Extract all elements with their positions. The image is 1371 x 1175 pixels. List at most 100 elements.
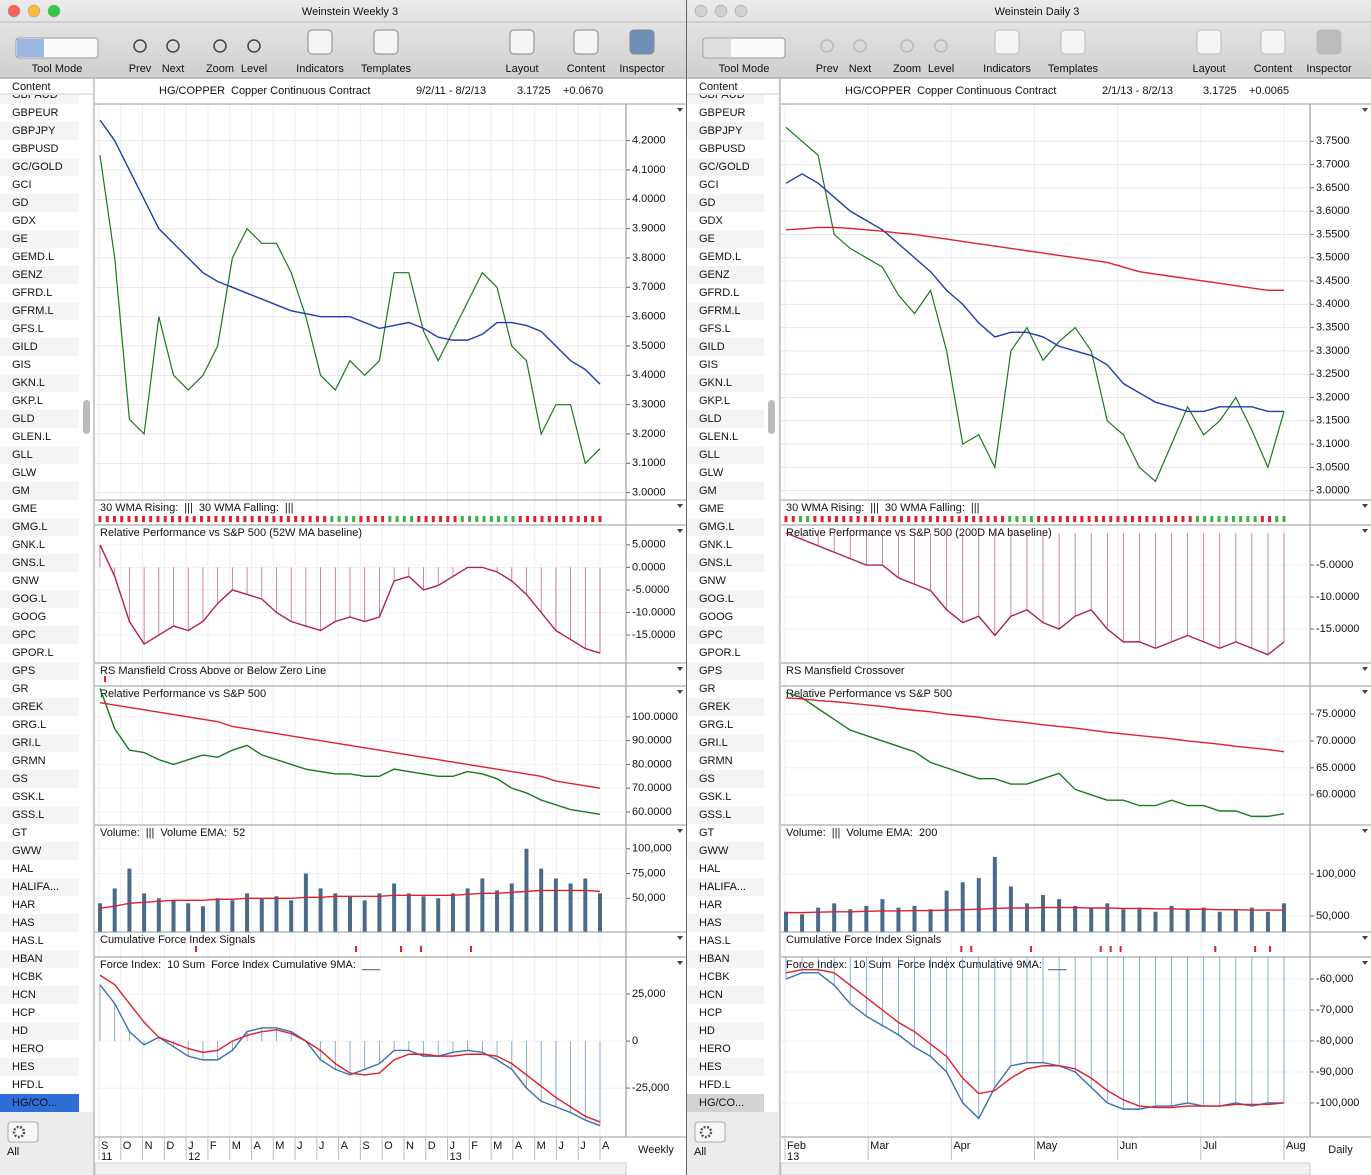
symbol-row[interactable]	[687, 896, 764, 914]
symbol-row[interactable]	[0, 392, 79, 410]
symbol-row[interactable]	[0, 1004, 79, 1022]
symbol-row[interactable]	[687, 788, 764, 806]
symbol-row[interactable]	[0, 356, 79, 374]
symbol-row[interactable]	[0, 230, 79, 248]
symbol-row[interactable]	[687, 248, 764, 266]
symbol-row[interactable]	[687, 860, 764, 878]
symbol-row[interactable]	[687, 842, 764, 860]
window-button[interactable]	[734, 4, 748, 18]
symbol-row[interactable]	[0, 932, 79, 950]
symbol-row[interactable]	[687, 212, 764, 230]
symbol-row[interactable]	[0, 446, 79, 464]
symbol-row[interactable]	[0, 122, 79, 140]
symbol-row[interactable]	[0, 1058, 79, 1076]
window-button[interactable]	[27, 4, 41, 18]
toolbar-icon[interactable]	[934, 39, 948, 53]
symbol-row[interactable]	[0, 698, 79, 716]
symbol-row[interactable]	[687, 158, 764, 176]
symbol-row[interactable]	[0, 302, 79, 320]
symbol-row[interactable]	[0, 950, 79, 968]
symbol-row[interactable]	[0, 806, 79, 824]
symbol-row[interactable]	[0, 572, 79, 590]
symbol-row[interactable]	[687, 770, 764, 788]
toolbar-icon[interactable]	[213, 39, 227, 53]
symbol-row[interactable]	[0, 464, 79, 482]
symbol-row[interactable]	[0, 500, 79, 518]
window-button[interactable]	[47, 4, 61, 18]
symbol-row[interactable]	[687, 680, 764, 698]
symbol-row[interactable]	[687, 284, 764, 302]
toolbar-icon[interactable]	[1316, 29, 1342, 55]
symbol-row[interactable]	[687, 392, 764, 410]
symbol-row[interactable]	[0, 86, 79, 104]
symbol-row[interactable]	[0, 842, 79, 860]
symbol-row[interactable]	[0, 194, 79, 212]
window-button[interactable]	[7, 4, 21, 18]
symbol-row[interactable]	[687, 374, 764, 392]
symbol-row[interactable]	[687, 752, 764, 770]
scroll-thumb[interactable]	[768, 400, 775, 434]
symbol-row[interactable]	[687, 554, 764, 572]
symbol-row[interactable]	[0, 680, 79, 698]
symbol-row[interactable]	[0, 608, 79, 626]
symbol-row[interactable]	[0, 374, 79, 392]
symbol-row[interactable]	[687, 626, 764, 644]
toolbar-icon[interactable]	[994, 29, 1020, 55]
toolbar-icon[interactable]	[629, 29, 655, 55]
toolbar-icon[interactable]	[133, 39, 147, 53]
symbol-row[interactable]	[687, 122, 764, 140]
symbol-row[interactable]	[0, 734, 79, 752]
symbol-row[interactable]	[687, 446, 764, 464]
symbol-row[interactable]	[0, 320, 79, 338]
toolbar-icon[interactable]	[820, 39, 834, 53]
symbol-row[interactable]	[687, 86, 764, 104]
symbol-row[interactable]	[0, 644, 79, 662]
toolbar-icon[interactable]	[509, 29, 535, 55]
symbol-row[interactable]	[0, 1076, 79, 1094]
symbol-row[interactable]	[0, 140, 79, 158]
symbol-row[interactable]	[687, 590, 764, 608]
symbol-row[interactable]	[0, 788, 79, 806]
symbol-row[interactable]	[687, 410, 764, 428]
symbol-row[interactable]	[687, 500, 764, 518]
toolbar-icon[interactable]	[373, 29, 399, 55]
symbol-row[interactable]	[687, 878, 764, 896]
symbol-row[interactable]	[0, 212, 79, 230]
symbol-row[interactable]	[687, 716, 764, 734]
symbol-row[interactable]	[0, 716, 79, 734]
symbol-row[interactable]	[687, 1058, 764, 1076]
symbol-row[interactable]	[687, 608, 764, 626]
symbol-row[interactable]	[0, 1094, 79, 1112]
symbol-row[interactable]	[687, 698, 764, 716]
symbol-row[interactable]	[0, 482, 79, 500]
symbol-row[interactable]	[687, 140, 764, 158]
scroll-thumb[interactable]	[83, 400, 90, 434]
toolbar-icon[interactable]	[1260, 29, 1286, 55]
symbol-row[interactable]	[687, 950, 764, 968]
symbol-row[interactable]	[0, 968, 79, 986]
symbol-row[interactable]	[687, 1040, 764, 1058]
symbol-row[interactable]	[687, 464, 764, 482]
symbol-row[interactable]	[0, 914, 79, 932]
symbol-row[interactable]	[687, 914, 764, 932]
symbol-row[interactable]	[0, 428, 79, 446]
symbol-row[interactable]	[687, 806, 764, 824]
symbol-row[interactable]	[0, 662, 79, 680]
symbol-row[interactable]	[0, 536, 79, 554]
symbol-row[interactable]	[687, 1022, 764, 1040]
symbol-row[interactable]	[687, 644, 764, 662]
symbol-row[interactable]	[687, 104, 764, 122]
symbol-row[interactable]	[687, 824, 764, 842]
symbol-row[interactable]	[687, 230, 764, 248]
symbol-row[interactable]	[687, 194, 764, 212]
symbol-row[interactable]	[0, 518, 79, 536]
symbol-row[interactable]	[687, 320, 764, 338]
symbol-row[interactable]	[0, 104, 79, 122]
symbol-row[interactable]	[0, 878, 79, 896]
symbol-row[interactable]	[687, 302, 764, 320]
symbol-row[interactable]	[0, 158, 79, 176]
symbol-row[interactable]	[0, 824, 79, 842]
window-button[interactable]	[694, 4, 708, 18]
toolbar-icon[interactable]	[900, 39, 914, 53]
symbol-row[interactable]	[0, 338, 79, 356]
